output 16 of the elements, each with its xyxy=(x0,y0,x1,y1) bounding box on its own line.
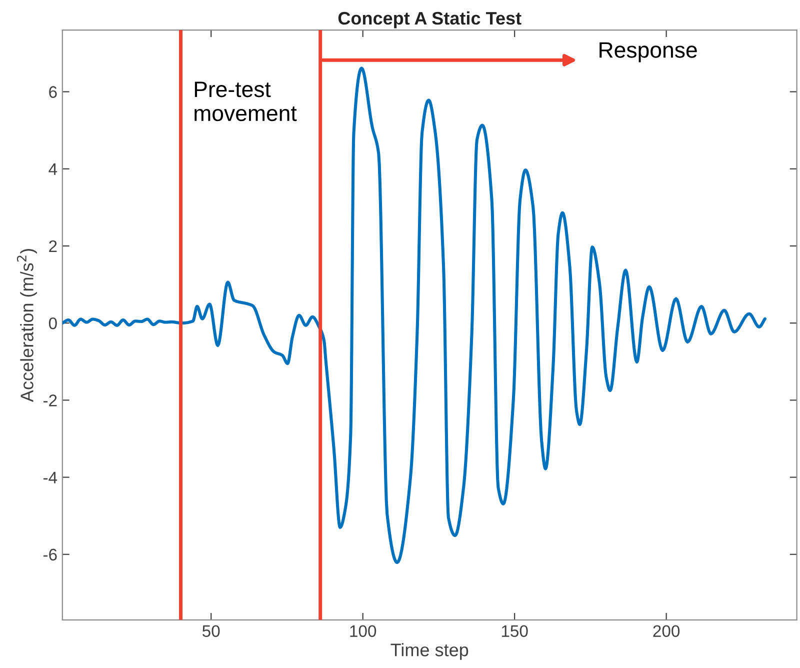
y-tick-label: -4 xyxy=(43,472,58,484)
y-tick-label: 6 xyxy=(49,86,57,98)
y-tick-label: -2 xyxy=(43,394,57,406)
y-tick-label: 4 xyxy=(48,163,58,175)
annotation: Pre-test movement xyxy=(194,82,297,122)
annotation: Response xyxy=(600,42,697,62)
x-tick-label: 100 xyxy=(350,625,376,638)
x-axis-title: Time step xyxy=(390,643,468,660)
x-tick-label: 50 xyxy=(202,625,220,638)
x-tick-label: 150 xyxy=(502,625,528,638)
y-tick-label: 2 xyxy=(49,240,57,252)
y-axis-title: Acceleration (m/s$^{2}$) xyxy=(16,249,37,402)
y-tick-label: 0 xyxy=(48,317,57,330)
chart-title: Concept A Static Test xyxy=(338,11,522,28)
x-tick-label: 200 xyxy=(653,625,680,638)
y-tick-label: -6 xyxy=(43,548,57,561)
